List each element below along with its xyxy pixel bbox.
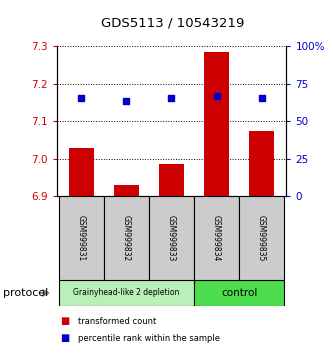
Text: GSM999834: GSM999834 <box>212 215 221 261</box>
Bar <box>59 280 194 306</box>
Point <box>124 98 129 103</box>
Text: transformed count: transformed count <box>78 317 157 326</box>
Text: GSM999832: GSM999832 <box>122 215 131 261</box>
Point <box>79 95 84 101</box>
Bar <box>59 196 104 280</box>
Text: GDS5113 / 10543219: GDS5113 / 10543219 <box>102 17 245 29</box>
Text: Grainyhead-like 2 depletion: Grainyhead-like 2 depletion <box>73 289 179 297</box>
Text: GSM999831: GSM999831 <box>77 215 86 261</box>
Text: ■: ■ <box>60 333 69 343</box>
Bar <box>114 185 139 196</box>
Text: percentile rank within the sample: percentile rank within the sample <box>78 333 220 343</box>
Bar <box>194 280 284 306</box>
Bar <box>239 196 284 280</box>
Bar <box>204 52 229 196</box>
Bar <box>159 165 184 196</box>
Bar <box>194 196 239 280</box>
Text: protocol: protocol <box>3 288 49 298</box>
Text: GSM999833: GSM999833 <box>167 215 176 261</box>
Text: control: control <box>221 288 257 298</box>
Bar <box>149 196 194 280</box>
Bar <box>69 148 94 196</box>
Text: ■: ■ <box>60 316 69 326</box>
Text: GSM999835: GSM999835 <box>257 215 266 261</box>
Bar <box>104 196 149 280</box>
Point <box>259 95 264 101</box>
Point <box>214 93 219 98</box>
Bar <box>249 131 274 196</box>
Point <box>169 95 174 101</box>
